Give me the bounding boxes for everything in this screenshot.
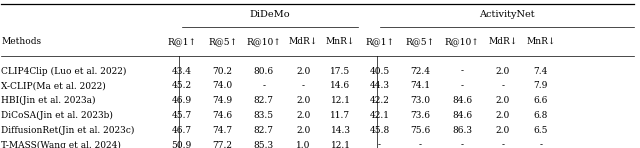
Text: -: -	[419, 141, 422, 148]
Text: 12.1: 12.1	[330, 141, 351, 148]
Text: 85.3: 85.3	[253, 141, 274, 148]
Text: 82.7: 82.7	[253, 96, 274, 105]
Text: 84.6: 84.6	[452, 96, 472, 105]
Text: HBI(Jin et al. 2023a): HBI(Jin et al. 2023a)	[1, 96, 96, 105]
Text: 43.4: 43.4	[172, 67, 192, 75]
Text: 14.3: 14.3	[330, 126, 351, 135]
Text: 50.9: 50.9	[172, 141, 192, 148]
Text: 42.1: 42.1	[369, 111, 390, 120]
Text: R@10↑: R@10↑	[246, 37, 281, 46]
Text: 12.1: 12.1	[330, 96, 351, 105]
Text: 73.0: 73.0	[410, 96, 431, 105]
Text: MnR↓: MnR↓	[326, 37, 355, 46]
Text: 72.4: 72.4	[410, 67, 431, 75]
Text: DiCoSA(Jin et al. 2023b): DiCoSA(Jin et al. 2023b)	[1, 111, 113, 120]
Text: DiDeMo: DiDeMo	[250, 10, 291, 19]
Text: 2.0: 2.0	[296, 111, 310, 120]
Text: 75.6: 75.6	[410, 126, 431, 135]
Text: 86.3: 86.3	[452, 126, 472, 135]
Text: 17.5: 17.5	[330, 67, 351, 75]
Text: R@1↑: R@1↑	[167, 37, 196, 46]
Text: 46.9: 46.9	[172, 96, 192, 105]
Text: 84.6: 84.6	[452, 111, 472, 120]
Text: 11.7: 11.7	[330, 111, 351, 120]
Text: -: -	[502, 81, 504, 90]
Text: 45.7: 45.7	[172, 111, 192, 120]
Text: R@5↑: R@5↑	[406, 37, 435, 46]
Text: -: -	[262, 81, 265, 90]
Text: 6.8: 6.8	[534, 111, 548, 120]
Text: MnR↓: MnR↓	[526, 37, 556, 46]
Text: Methods: Methods	[1, 37, 42, 46]
Text: CLIP4Clip (Luo et al. 2022): CLIP4Clip (Luo et al. 2022)	[1, 66, 127, 76]
Text: 73.6: 73.6	[410, 111, 431, 120]
Text: 7.9: 7.9	[534, 81, 548, 90]
Text: -: -	[461, 81, 463, 90]
Text: 82.7: 82.7	[253, 126, 274, 135]
Text: 74.0: 74.0	[212, 81, 233, 90]
Text: DiffusionRet(Jin et al. 2023c): DiffusionRet(Jin et al. 2023c)	[1, 126, 134, 135]
Text: 6.5: 6.5	[534, 126, 548, 135]
Text: 2.0: 2.0	[496, 111, 510, 120]
Text: R@10↑: R@10↑	[445, 37, 479, 46]
Text: R@1↑: R@1↑	[365, 37, 394, 46]
Text: 2.0: 2.0	[496, 96, 510, 105]
Text: X-CLIP(Ma et al. 2022): X-CLIP(Ma et al. 2022)	[1, 81, 106, 90]
Text: 44.3: 44.3	[369, 81, 390, 90]
Text: 45.2: 45.2	[172, 81, 192, 90]
Text: 74.9: 74.9	[212, 96, 233, 105]
Text: -: -	[461, 141, 463, 148]
Text: 2.0: 2.0	[296, 67, 310, 75]
Text: 7.4: 7.4	[534, 67, 548, 75]
Text: 74.6: 74.6	[212, 111, 233, 120]
Text: 42.2: 42.2	[369, 96, 390, 105]
Text: 70.2: 70.2	[212, 67, 233, 75]
Text: T-MASS(Wang et al. 2024): T-MASS(Wang et al. 2024)	[1, 140, 121, 148]
Text: R@5↑: R@5↑	[208, 37, 237, 46]
Text: 77.2: 77.2	[212, 141, 233, 148]
Text: 80.6: 80.6	[253, 67, 274, 75]
Text: -: -	[302, 81, 305, 90]
Text: 45.8: 45.8	[369, 126, 390, 135]
Text: 2.0: 2.0	[496, 67, 510, 75]
Text: -: -	[461, 67, 463, 75]
Text: 83.5: 83.5	[253, 111, 274, 120]
Text: -: -	[378, 141, 381, 148]
Text: 14.6: 14.6	[330, 81, 351, 90]
Text: MdR↓: MdR↓	[488, 37, 518, 46]
Text: 1.0: 1.0	[296, 141, 310, 148]
Text: ActivityNet: ActivityNet	[479, 10, 534, 19]
Text: 2.0: 2.0	[296, 126, 310, 135]
Text: 2.0: 2.0	[296, 96, 310, 105]
Text: 40.5: 40.5	[369, 67, 390, 75]
Text: 46.7: 46.7	[172, 126, 192, 135]
Text: 74.7: 74.7	[212, 126, 233, 135]
Text: 74.1: 74.1	[410, 81, 431, 90]
Text: -: -	[540, 141, 542, 148]
Text: -: -	[502, 141, 504, 148]
Text: MdR↓: MdR↓	[289, 37, 318, 46]
Text: 6.6: 6.6	[534, 96, 548, 105]
Text: 2.0: 2.0	[496, 126, 510, 135]
